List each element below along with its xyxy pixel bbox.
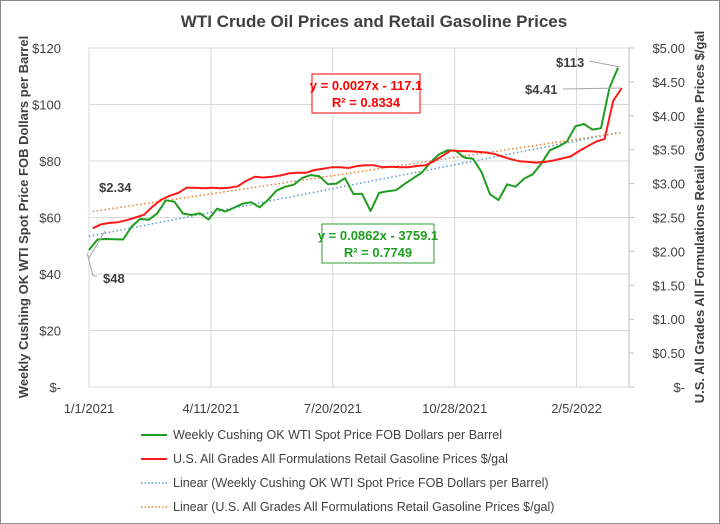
wti-price-line [88, 67, 619, 251]
wti-end-label: $113 [556, 55, 584, 70]
y-tick-label: $60 [39, 211, 61, 226]
gas-start-label: $2.34 [99, 180, 132, 195]
legend-label-gas-trend: Linear (U.S. All Grades All Formulations… [173, 500, 554, 514]
y-tick-label: $20 [39, 324, 61, 339]
y2-tick-label: $5.00 [652, 41, 685, 56]
wti-end-leader [588, 60, 621, 68]
gas-end-label: $4.41 [525, 82, 558, 97]
gasoline-price-line [92, 87, 623, 230]
legend: Weekly Cushing OK WTI Spot Price FOB Dol… [141, 428, 554, 514]
chart-title: WTI Crude Oil Prices and Retail Gasoline… [181, 12, 567, 31]
y2-tick-label: $0.50 [652, 346, 685, 361]
y-tick-label: $120 [32, 41, 61, 56]
x-tick-label: 2/5/2022 [551, 401, 602, 416]
y-tick-label: $100 [32, 98, 61, 113]
gas-end-leader [562, 87, 622, 90]
x-tick-label: 4/11/2021 [182, 401, 239, 416]
y2-tick-label: $1.50 [652, 278, 685, 293]
gas-start-leader [88, 230, 106, 259]
y-axis-title: Weekly Cushing OK WTI Spot Price FOB Dol… [16, 36, 31, 398]
wti-r2: R² = 0.7749 [344, 245, 412, 260]
y-tick-label: $80 [39, 154, 61, 169]
series-lines [88, 67, 623, 251]
y2-tick-label: $4.50 [652, 75, 685, 90]
x-tick-label: 1/1/2021 [64, 401, 115, 416]
wti-equation-box [321, 223, 435, 264]
y2-tick-label: $1.00 [652, 312, 685, 327]
gas-equation-box [311, 73, 421, 114]
wti-start-leader [86, 252, 94, 277]
wti-trendline [88, 132, 619, 237]
y2-tick-label: $3.50 [652, 143, 685, 158]
y-tick-label: $40 [39, 267, 61, 282]
y2-tick-label: $2.00 [652, 244, 685, 259]
y-tick-label: $- [49, 380, 61, 395]
x-tick-label: 7/20/2021 [304, 401, 362, 416]
y2-axis-title: U.S. All Grades All Formulations Retail … [692, 31, 707, 404]
legend-label-gas: U.S. All Grades All Formulations Retail … [173, 452, 508, 466]
wti-equation: y = 0.0862x - 3759.1 [318, 228, 438, 243]
gasoline-trendline [92, 131, 622, 213]
tick-labels: $- $20 $40 $60 $80 $100 $120 $- $0.50 $1.00 $1.50 $… [32, 41, 685, 416]
y2-tick-label: $- [673, 380, 685, 395]
gas-equation: y = 0.0027x - 117.1 [310, 78, 422, 93]
y2-tick-label: $4.00 [652, 109, 685, 124]
gas-r2: R² = 0.8334 [332, 95, 401, 110]
legend-label-wti: Weekly Cushing OK WTI Spot Price FOB Dol… [173, 428, 502, 442]
trendlines [88, 131, 622, 237]
x-tick-label: 10/28/2021 [422, 401, 487, 416]
legend-label-wti-trend: Linear (Weekly Cushing OK WTI Spot Price… [173, 476, 549, 490]
y2-tick-label: $2.50 [652, 211, 685, 226]
y2-tick-label: $3.00 [652, 177, 685, 192]
wti-start-label: $48 [103, 271, 125, 286]
